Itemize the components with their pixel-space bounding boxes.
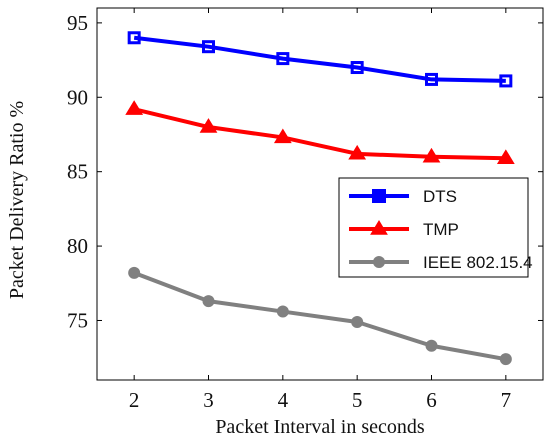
- series-line-dts: [133, 35, 506, 83]
- x-tick-label: 7: [501, 388, 512, 412]
- legend-marker: [372, 189, 386, 203]
- data-point-ieee-802-15-4: [425, 339, 438, 352]
- data-point-ieee-802-15-4: [202, 295, 215, 308]
- y-tick-label: 85: [67, 160, 88, 184]
- data-point-ieee-802-15-4: [276, 305, 289, 318]
- series-tmp: [125, 100, 515, 164]
- series-layer: [125, 31, 515, 366]
- x-tick-label: 4: [278, 388, 289, 412]
- x-tick-label: 2: [129, 388, 140, 412]
- legend-entry: DTS: [349, 187, 457, 206]
- legend-marker: [373, 256, 385, 268]
- series-line-ieee-802-15-4: [133, 270, 507, 362]
- data-point-dts: [276, 52, 290, 66]
- data-point-tmp: [496, 149, 515, 164]
- y-tick-label: 80: [67, 234, 88, 258]
- series-line-tmp: [133, 107, 506, 161]
- data-point-dts: [499, 74, 513, 88]
- data-point-ieee-802-15-4: [499, 353, 512, 366]
- x-axis-label: Packet Interval in seconds: [215, 416, 425, 438]
- data-point-dts: [425, 72, 438, 86]
- data-point-dts: [127, 31, 141, 45]
- x-tick-label: 6: [426, 388, 437, 412]
- data-point-dts: [202, 40, 215, 54]
- series-ieee-802-15-4: [128, 266, 512, 366]
- data-point-tmp: [273, 128, 292, 144]
- legend-marker: [370, 220, 388, 235]
- plot-frame: [96, 7, 544, 381]
- x-tick-label: 5: [352, 388, 363, 412]
- legend-entry: IEEE 802.15.4: [349, 253, 533, 272]
- ticks-layer: 2 3 4 5 6 7 75 80 85 90 95: [67, 8, 543, 412]
- legend-label: TMP: [423, 220, 459, 239]
- y-tick-label: 75: [67, 308, 88, 332]
- legend-entry: TMP: [349, 220, 459, 239]
- data-point-ieee-802-15-4: [351, 315, 364, 328]
- data-point-tmp: [199, 118, 218, 133]
- y-axis-label: Packet Delivery Ratio %: [6, 101, 28, 299]
- y-tick-label: 90: [67, 85, 88, 109]
- series-dts: [127, 31, 513, 88]
- legend-label: IEEE 802.15.4: [423, 253, 533, 272]
- y-tick-label: 95: [67, 11, 88, 35]
- legend-label: DTS: [423, 187, 457, 206]
- data-point-tmp: [422, 147, 441, 163]
- data-point-ieee-802-15-4: [128, 266, 141, 279]
- legend: DTS TMP IEEE 802.15.4: [338, 177, 533, 278]
- data-point-tmp: [125, 100, 144, 115]
- data-point-dts: [350, 61, 364, 75]
- plot-area: [96, 7, 544, 381]
- data-point-tmp: [348, 144, 367, 160]
- x-tick-label: 3: [203, 388, 214, 412]
